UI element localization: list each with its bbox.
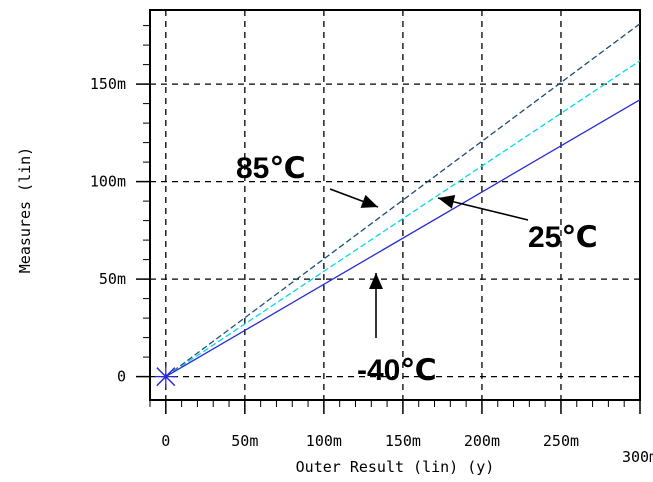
x-tick-label: 100m (306, 432, 342, 450)
annotations: 85℃ 25℃ -40℃ (236, 152, 598, 387)
axes: 0 50m 100m 150m 200m 250m 300m 0 50m 100m 150m (90, 25, 653, 466)
annotation-label: 25℃ (528, 221, 598, 254)
series-line (165, 99, 641, 378)
y-tick-label: 100m (90, 173, 126, 191)
x-tick-label: 200m (464, 432, 500, 450)
annotation-label: 85℃ (236, 152, 306, 185)
x-axis-title: Outer Result (lin) (y) (296, 458, 495, 476)
x-tick-label: 300m (622, 448, 653, 466)
y-axis-title: Measures (lin) (16, 147, 34, 273)
annotation-arrowhead (369, 273, 383, 289)
annotation-arrowhead (360, 194, 378, 208)
y-tick-label: 0 (117, 368, 126, 386)
series-group (154, 23, 641, 388)
series-line (165, 60, 641, 378)
x-tick-label: 250m (543, 432, 579, 450)
annotation-label: -40℃ (357, 354, 437, 387)
x-tick-label: 50m (231, 432, 258, 450)
y-tick-label: 50m (99, 270, 126, 288)
plot-area (149, 9, 641, 401)
x-tick-label: 0 (161, 432, 170, 450)
annotation-arrowhead (438, 194, 456, 209)
y-tick-label: 150m (90, 75, 126, 93)
x-tick-label: 150m (385, 432, 421, 450)
